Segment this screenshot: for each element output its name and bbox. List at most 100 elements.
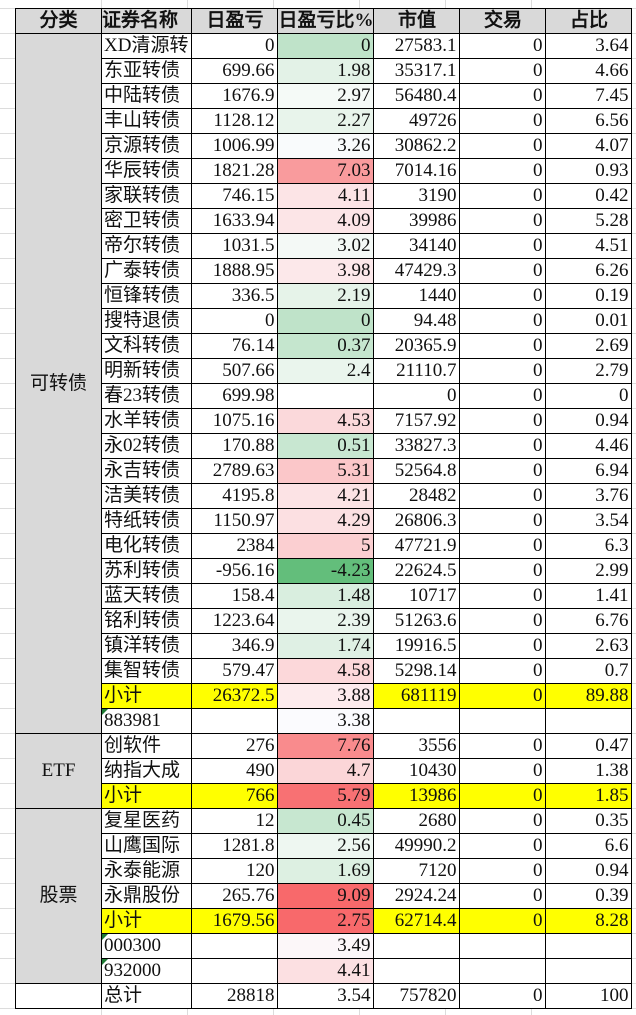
share-cell[interactable]: 6.76 xyxy=(545,608,633,634)
market-value-cell[interactable]: 0 xyxy=(373,383,461,409)
daily-pnl-cell[interactable]: 1223.64 xyxy=(191,608,279,634)
daily-pnl-cell[interactable]: 1821.28 xyxy=(191,158,279,184)
security-name-cell[interactable]: 广泰转债 xyxy=(100,258,193,284)
market-value-cell[interactable]: 39986 xyxy=(373,208,461,234)
daily-pnl-pct-cell[interactable]: 4.53 xyxy=(277,408,375,434)
trade-cell[interactable]: 0 xyxy=(459,608,547,634)
share-cell[interactable]: 4.51 xyxy=(545,233,633,259)
market-value-cell[interactable]: 35317.1 xyxy=(373,58,461,84)
daily-pnl-cell[interactable]: 265.76 xyxy=(191,883,279,909)
trade-cell[interactable]: 0 xyxy=(459,133,547,159)
trade-cell[interactable]: 0 xyxy=(459,983,547,1009)
security-name-cell[interactable]: 集智转债 xyxy=(100,658,193,684)
trade-cell[interactable]: 0 xyxy=(459,583,547,609)
share-cell[interactable]: 4.66 xyxy=(545,58,633,84)
security-name-cell[interactable]: 镇洋转债 xyxy=(100,633,193,659)
market-value-cell[interactable]: 7014.16 xyxy=(373,158,461,184)
daily-pnl-pct-cell[interactable]: 4.21 xyxy=(277,483,375,509)
category-cell[interactable]: ETF xyxy=(15,733,102,809)
index-pct-cell[interactable]: 4.41 xyxy=(277,958,375,984)
security-name-cell[interactable]: 苏利转债 xyxy=(100,558,193,584)
security-name-cell[interactable]: 家联转债 xyxy=(100,183,193,209)
daily-pnl-pct-cell[interactable]: 4.58 xyxy=(277,658,375,684)
empty-cell[interactable] xyxy=(545,708,633,734)
share-cell[interactable]: 6.3 xyxy=(545,533,633,559)
daily-pnl-pct-cell[interactable]: 4.29 xyxy=(277,508,375,534)
daily-pnl-pct-cell[interactable]: 5.79 xyxy=(277,783,375,809)
security-name-cell[interactable]: 小计 xyxy=(100,683,193,709)
market-value-cell[interactable]: 30862.2 xyxy=(373,133,461,159)
daily-pnl-cell[interactable]: 0 xyxy=(191,33,279,59)
daily-pnl-cell[interactable]: 1150.97 xyxy=(191,508,279,534)
daily-pnl-cell[interactable]: 766 xyxy=(191,783,279,809)
daily-pnl-cell[interactable]: 2384 xyxy=(191,533,279,559)
header-daily-pnl-pct[interactable]: 日盈亏比% xyxy=(277,8,375,34)
daily-pnl-pct-cell[interactable]: 7.76 xyxy=(277,733,375,759)
security-name-cell[interactable]: 永吉转债 xyxy=(100,458,193,484)
trade-cell[interactable]: 0 xyxy=(459,233,547,259)
market-value-cell[interactable]: 22624.5 xyxy=(373,558,461,584)
trade-cell[interactable]: 0 xyxy=(459,408,547,434)
share-cell[interactable]: 0 xyxy=(545,383,633,409)
trade-cell[interactable]: 0 xyxy=(459,358,547,384)
security-name-cell[interactable]: 创软件 xyxy=(100,733,193,759)
trade-cell[interactable]: 0 xyxy=(459,458,547,484)
market-value-cell[interactable]: 49726 xyxy=(373,108,461,134)
daily-pnl-cell[interactable]: 158.4 xyxy=(191,583,279,609)
index-pct-cell[interactable]: 3.38 xyxy=(277,708,375,734)
market-value-cell[interactable]: 10430 xyxy=(373,758,461,784)
security-name-cell[interactable]: 恒锋转债 xyxy=(100,283,193,309)
security-name-cell[interactable]: XD清源转 xyxy=(100,33,193,59)
market-value-cell[interactable]: 28482 xyxy=(373,483,461,509)
trade-cell[interactable]: 0 xyxy=(459,83,547,109)
security-name-cell[interactable]: 中陆转债 xyxy=(100,83,193,109)
daily-pnl-cell[interactable]: 1006.99 xyxy=(191,133,279,159)
trade-cell[interactable]: 0 xyxy=(459,633,547,659)
security-name-cell[interactable]: 华辰转债 xyxy=(100,158,193,184)
security-name-cell[interactable]: 山鹰国际 xyxy=(100,833,193,859)
trade-cell[interactable]: 0 xyxy=(459,283,547,309)
daily-pnl-cell[interactable]: 1633.94 xyxy=(191,208,279,234)
trade-cell[interactable]: 0 xyxy=(459,108,547,134)
share-cell[interactable]: 89.88 xyxy=(545,683,633,709)
daily-pnl-pct-cell[interactable]: 2.56 xyxy=(277,833,375,859)
daily-pnl-cell[interactable]: 170.88 xyxy=(191,433,279,459)
empty-cell[interactable] xyxy=(373,958,461,984)
security-name-cell[interactable]: 永鼎股份 xyxy=(100,883,193,909)
header-trade[interactable]: 交易 xyxy=(459,8,547,34)
share-cell[interactable]: 3.54 xyxy=(545,508,633,534)
share-cell[interactable]: 4.07 xyxy=(545,133,633,159)
daily-pnl-pct-cell[interactable]: 0 xyxy=(277,33,375,59)
empty-cell[interactable] xyxy=(545,958,633,984)
daily-pnl-cell[interactable]: 336.5 xyxy=(191,283,279,309)
market-value-cell[interactable]: 62714.4 xyxy=(373,908,461,934)
share-cell[interactable]: 8.28 xyxy=(545,908,633,934)
daily-pnl-pct-cell[interactable] xyxy=(277,383,375,409)
daily-pnl-pct-cell[interactable]: 4.11 xyxy=(277,183,375,209)
security-name-cell[interactable]: 帝尔转债 xyxy=(100,233,193,259)
daily-pnl-pct-cell[interactable]: 3.02 xyxy=(277,233,375,259)
daily-pnl-cell[interactable]: 28818 xyxy=(191,983,279,1009)
daily-pnl-pct-cell[interactable]: 3.88 xyxy=(277,683,375,709)
share-cell[interactable]: 7.45 xyxy=(545,83,633,109)
daily-pnl-cell[interactable]: 0 xyxy=(191,308,279,334)
daily-pnl-pct-cell[interactable]: 5 xyxy=(277,533,375,559)
empty-cell[interactable] xyxy=(459,958,547,984)
market-value-cell[interactable]: 52564.8 xyxy=(373,458,461,484)
share-cell[interactable]: 6.94 xyxy=(545,458,633,484)
daily-pnl-pct-cell[interactable]: 7.03 xyxy=(277,158,375,184)
share-cell[interactable]: 0.39 xyxy=(545,883,633,909)
market-value-cell[interactable]: 51263.6 xyxy=(373,608,461,634)
security-name-cell[interactable]: 纳指大成 xyxy=(100,758,193,784)
index-code-cell[interactable]: 000300 xyxy=(100,933,193,959)
trade-cell[interactable]: 0 xyxy=(459,433,547,459)
daily-pnl-cell[interactable]: 1676.9 xyxy=(191,83,279,109)
market-value-cell[interactable]: 94.48 xyxy=(373,308,461,334)
security-name-cell[interactable]: 春23转债 xyxy=(100,383,193,409)
security-name-cell[interactable]: 复星医药 xyxy=(100,808,193,834)
daily-pnl-pct-cell[interactable]: 2.97 xyxy=(277,83,375,109)
market-value-cell[interactable]: 47721.9 xyxy=(373,533,461,559)
security-name-cell[interactable]: 电化转债 xyxy=(100,533,193,559)
share-cell[interactable]: 0.47 xyxy=(545,733,633,759)
empty-cell[interactable] xyxy=(373,933,461,959)
